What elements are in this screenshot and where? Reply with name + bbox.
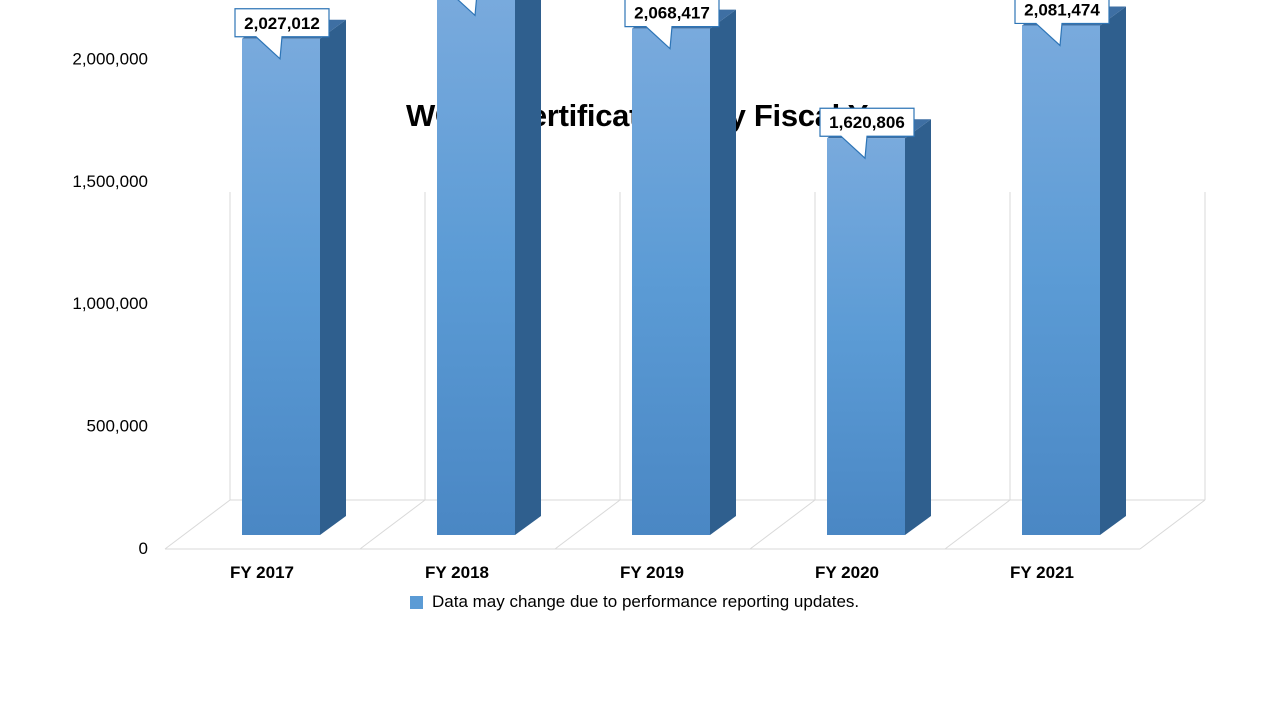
bar [1022, 25, 1100, 535]
bars-layer [242, 0, 1126, 536]
floor-gridline [359, 499, 426, 550]
floor-gridline [944, 499, 1011, 550]
legend: Data may change due to performance repor… [410, 592, 859, 612]
legend-swatch [410, 595, 423, 609]
data-labels: 2,027,0122,204,1422,068,4171,620,8062,08… [234, 0, 1110, 160]
bar [632, 28, 710, 535]
y-tick-label: 0 [139, 539, 148, 558]
data-label: 2,068,417 [634, 4, 710, 23]
x-tick-label: FY 2020 [815, 563, 879, 582]
bar-side [515, 0, 541, 535]
data-label-callout [1014, 0, 1110, 47]
floor-gridline [1139, 499, 1206, 550]
bar [242, 38, 320, 535]
data-label-callout [819, 107, 915, 160]
bar-side [1100, 6, 1126, 536]
floor-gridline [554, 499, 621, 550]
bar-side [905, 119, 931, 536]
data-label-callout [457, 0, 478, 17]
y-tick-label: 500,000 [87, 417, 148, 436]
x-tick-label: FY 2017 [230, 563, 294, 582]
x-axis-categories: FY 2017 FY 2018 FY 2019 FY 2020 FY 2021 [230, 563, 1074, 582]
x-tick-label: FY 2019 [620, 563, 684, 582]
y-tick-label: 1,000,000 [72, 294, 148, 313]
bar [827, 138, 905, 535]
bar-side [320, 19, 346, 535]
data-label: 2,027,012 [244, 14, 320, 33]
bar [437, 0, 515, 536]
legend-label: Data may change due to performance repor… [432, 592, 860, 611]
x-tick-label: FY 2021 [1010, 563, 1074, 582]
y-axis-ticks: 0500,0001,000,0001,500,0002,000,0002,500… [72, 49, 148, 558]
y-tick-label: 1,500,000 [72, 172, 148, 191]
data-label-callout [624, 0, 720, 50]
data-label: 1,620,806 [829, 113, 905, 132]
floor-gridline [749, 499, 816, 550]
floor-gridline [164, 499, 231, 550]
y-tick-label: 2,000,000 [72, 49, 148, 68]
data-label-callout [234, 8, 330, 61]
data-label: 2,081,474 [1024, 0, 1100, 19]
bar-side [710, 9, 736, 536]
x-tick-label: FY 2018 [425, 563, 489, 582]
